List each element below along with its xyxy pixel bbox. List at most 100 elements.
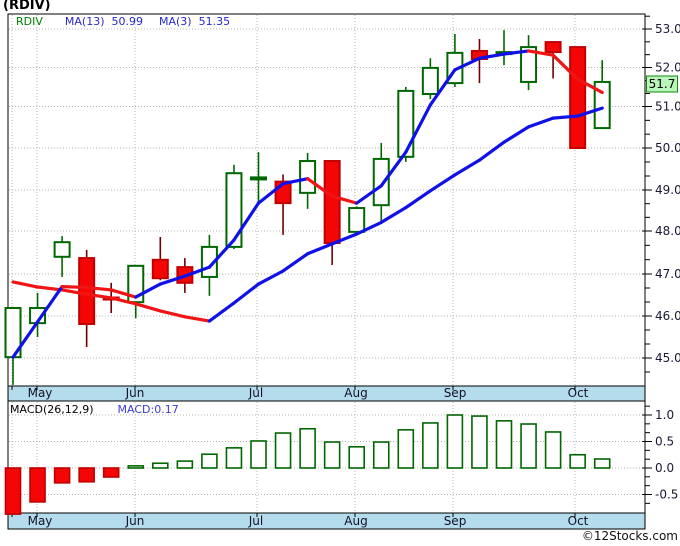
ma13-line <box>551 114 580 120</box>
ma13-line <box>576 106 604 118</box>
candlestick <box>593 80 611 130</box>
ma3-line <box>207 238 236 269</box>
price-axis-label: 53.0 <box>655 22 680 36</box>
current-price-box <box>646 75 678 93</box>
ma13-line <box>453 158 482 177</box>
price-axis-label: 50.0 <box>655 141 680 155</box>
ma3-line <box>35 285 64 324</box>
ma3-line <box>551 53 580 81</box>
ma3-line <box>109 288 138 299</box>
month-label: Jul <box>248 514 263 528</box>
month-label: Aug <box>344 386 367 400</box>
macd-bar <box>348 445 366 469</box>
month-label: Jun <box>125 386 145 400</box>
price-axis-label: 46.0 <box>655 309 680 323</box>
ma3-line <box>183 265 211 278</box>
macd-bar <box>544 431 562 469</box>
macd-legend-value: MACD:0.17 <box>117 403 179 416</box>
ma3-line <box>355 184 383 205</box>
ma13-line <box>306 242 334 256</box>
month-label: May <box>28 514 53 528</box>
candlestick <box>250 176 267 181</box>
macd-bar <box>372 441 390 469</box>
price-legend: RDIV MA(13) 50.99 MA(3) 51.35 <box>16 15 230 28</box>
price-axis-label: 45.0 <box>655 351 680 365</box>
ma3-line <box>526 49 555 57</box>
ma13-line <box>330 232 359 246</box>
macd-bar <box>323 441 341 469</box>
copyright-text: ©12Stocks.com <box>581 529 678 543</box>
macd-bar <box>53 467 71 484</box>
macd-bar <box>520 423 537 469</box>
candlestick <box>78 257 96 325</box>
ma13-line <box>477 140 506 162</box>
macd-bar <box>422 422 439 469</box>
ma13-line <box>256 269 285 286</box>
macd-bar <box>495 420 513 469</box>
macd-axis-label: 0.5 <box>655 435 674 449</box>
macd-axis-label: 1.0 <box>655 408 674 422</box>
candlestick <box>397 89 415 158</box>
legend-ma3-value: 51.35 <box>198 15 231 28</box>
ma13-line <box>35 285 64 292</box>
ma13-line <box>11 280 40 289</box>
month-label: Oct <box>568 386 589 400</box>
candlestick <box>127 264 145 304</box>
ma13-line <box>109 296 138 306</box>
ma3-line <box>232 201 261 242</box>
ma3-line <box>306 177 334 198</box>
ma3-line <box>502 49 531 56</box>
ma13-line <box>428 173 457 193</box>
price-axis-label: 48.0 <box>655 224 680 238</box>
ma13-line <box>379 206 408 224</box>
ma3-line <box>158 274 187 286</box>
candlestick <box>225 172 243 248</box>
ma3-line <box>379 150 408 188</box>
ma3-line <box>428 68 457 107</box>
ma3-line <box>404 103 432 154</box>
macd-bar <box>250 440 267 469</box>
month-axis-bar <box>7 512 646 530</box>
macd-axis-label: 0.0 <box>655 461 674 475</box>
macd-bar <box>102 467 120 478</box>
legend-symbol: RDIV <box>16 15 43 28</box>
ma3-line <box>11 320 40 359</box>
month-label: Aug <box>344 514 367 528</box>
ma13-line <box>85 292 113 300</box>
candlestick <box>569 46 587 149</box>
candlestick <box>544 41 562 54</box>
month-label: Jun <box>125 514 145 528</box>
ma13-line <box>134 302 162 313</box>
ma3-line <box>281 177 310 186</box>
macd-bar <box>4 467 22 515</box>
ma13-line <box>158 309 187 319</box>
candlestick <box>372 157 390 207</box>
price-axis-label: 52.0 <box>655 61 680 75</box>
price-axis-label: 47.0 <box>655 267 680 281</box>
macd-bar <box>446 414 464 469</box>
ma13-line <box>526 116 555 129</box>
macd-bar <box>274 432 292 469</box>
macd-bar <box>569 453 586 469</box>
month-axis-bar <box>7 385 646 402</box>
ma13-line <box>404 189 432 210</box>
chart-title: (RDIV) <box>3 0 51 13</box>
macd-bar <box>176 460 194 469</box>
month-label: Jul <box>248 386 263 400</box>
macd-bar <box>299 427 316 469</box>
ma3-line <box>453 56 482 72</box>
candlestick <box>299 160 317 194</box>
candlestick <box>323 160 341 245</box>
ma13-line <box>60 288 89 296</box>
macd-bar <box>29 467 46 503</box>
legend-ma13-label: MA(13) <box>64 15 105 28</box>
legend-ma13-value: 50.99 <box>111 15 144 28</box>
macd-bar <box>201 453 218 469</box>
ma13-line <box>183 315 211 323</box>
macd-bar <box>471 415 488 469</box>
ma13-line <box>502 125 531 144</box>
ma13-line <box>355 220 383 236</box>
candlestick <box>520 46 538 83</box>
